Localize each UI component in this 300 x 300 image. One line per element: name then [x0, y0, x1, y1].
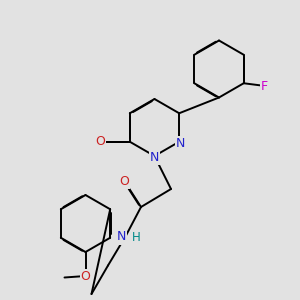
Text: O: O: [81, 269, 90, 283]
Text: N: N: [176, 137, 185, 150]
Text: N: N: [150, 151, 159, 164]
Text: O: O: [95, 135, 105, 148]
Text: O: O: [120, 175, 129, 188]
Text: F: F: [261, 80, 268, 93]
Text: H: H: [132, 231, 141, 244]
Text: N: N: [117, 230, 126, 244]
